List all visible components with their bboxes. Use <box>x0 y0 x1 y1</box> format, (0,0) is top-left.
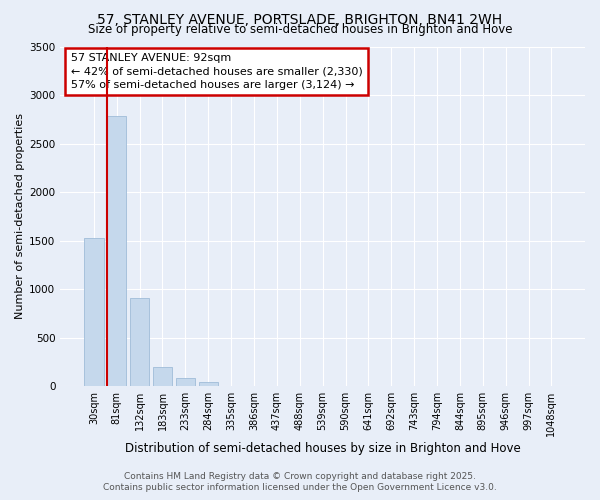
Bar <box>107 116 127 386</box>
Y-axis label: Number of semi-detached properties: Number of semi-detached properties <box>15 114 25 320</box>
Text: Contains HM Land Registry data © Crown copyright and database right 2025.
Contai: Contains HM Land Registry data © Crown c… <box>103 472 497 492</box>
Bar <box>199 382 218 386</box>
Text: 57, STANLEY AVENUE, PORTSLADE, BRIGHTON, BN41 2WH: 57, STANLEY AVENUE, PORTSLADE, BRIGHTON,… <box>97 12 503 26</box>
Text: Size of property relative to semi-detached houses in Brighton and Hove: Size of property relative to semi-detach… <box>88 22 512 36</box>
Bar <box>153 367 172 386</box>
Bar <box>84 238 104 386</box>
Bar <box>130 298 149 386</box>
Bar <box>176 378 195 386</box>
Text: 57 STANLEY AVENUE: 92sqm
← 42% of semi-detached houses are smaller (2,330)
57% o: 57 STANLEY AVENUE: 92sqm ← 42% of semi-d… <box>71 54 362 90</box>
X-axis label: Distribution of semi-detached houses by size in Brighton and Hove: Distribution of semi-detached houses by … <box>125 442 521 455</box>
